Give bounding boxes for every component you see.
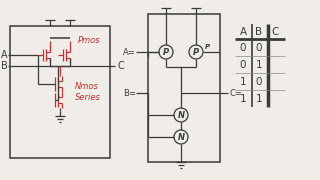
Bar bbox=[10, 26, 110, 158]
Text: 0: 0 bbox=[256, 77, 262, 87]
Text: 0: 0 bbox=[240, 43, 246, 53]
Text: N: N bbox=[178, 111, 185, 120]
Text: A: A bbox=[1, 50, 8, 60]
Text: N: N bbox=[178, 132, 185, 141]
Text: B=: B= bbox=[123, 89, 136, 98]
Text: B: B bbox=[1, 61, 8, 71]
Text: 1: 1 bbox=[256, 94, 262, 104]
Text: P: P bbox=[193, 48, 199, 57]
Text: Pmos: Pmos bbox=[78, 35, 100, 44]
Text: B: B bbox=[255, 27, 263, 37]
Text: A=: A= bbox=[123, 48, 136, 57]
Text: P: P bbox=[163, 48, 169, 57]
Text: 0: 0 bbox=[240, 60, 246, 70]
Text: 1: 1 bbox=[256, 60, 262, 70]
Text: 1: 1 bbox=[240, 77, 246, 87]
Bar bbox=[148, 14, 220, 162]
Text: 0: 0 bbox=[256, 43, 262, 53]
Text: C=: C= bbox=[230, 89, 243, 98]
Text: 1: 1 bbox=[240, 94, 246, 104]
Text: P: P bbox=[205, 44, 210, 50]
Text: C: C bbox=[271, 27, 279, 37]
Text: Nmos
Series: Nmos Series bbox=[75, 82, 101, 102]
Text: C: C bbox=[117, 61, 124, 71]
Text: A: A bbox=[239, 27, 247, 37]
